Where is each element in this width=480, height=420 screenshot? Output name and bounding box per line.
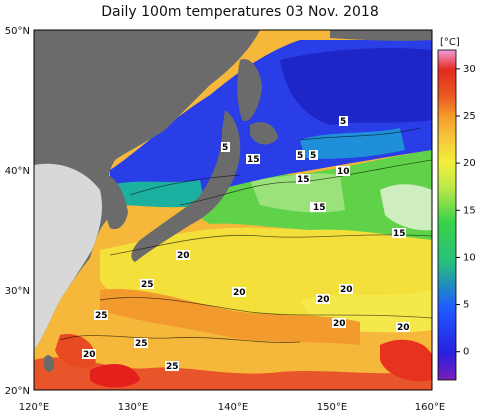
land-asia [34,30,260,350]
isotherm-label: 15 [313,203,326,213]
colorbar-tick-label: 30 [463,64,476,75]
y-axis: 20°N 30°N 40°N 50°N [5,26,30,397]
land-japan [131,110,241,262]
isotherm-label: 15 [247,155,260,165]
y-tick-label: 50°N [5,26,30,37]
isotherm-label: 20 [340,285,353,295]
isotherm-label-bg [339,116,348,126]
isotherm-label-bg [134,338,148,348]
colorbar-tick-label: 10 [463,252,476,263]
isotherm-label: 25 [141,280,154,290]
isotherm-label-bg [396,322,410,332]
isotherm-label-bg [312,202,326,212]
isotherm-label-bg [339,284,353,294]
colorbar-unit: [°C] [440,37,460,48]
isotherm-label-bg [296,150,305,160]
isotherm-label: 15 [297,175,310,185]
isotherm-label: 5 [222,143,228,153]
y-tick-label: 40°N [5,166,30,177]
isotherm-label: 20 [177,251,190,261]
x-tick-label: 120°E [19,402,49,413]
isotherm-label: 20 [233,288,246,298]
x-tick-label: 150°E [317,402,347,413]
land-china [34,163,103,350]
isotherm-label: 15 [393,229,406,239]
isotherm-label-bg [336,166,350,176]
colorbar-tick-label: 15 [463,205,476,216]
isotherm-label: 20 [83,350,96,360]
isotherm-label-bg [165,361,179,371]
isotherm-label-bg [246,154,260,164]
map-plot-area [34,30,432,390]
colorbar-tick-label: 20 [463,158,476,169]
colorbar: [°C] 0 5 10 15 20 25 30 [437,37,476,381]
land-taiwan [44,355,54,372]
x-tick-label: 140°E [218,402,248,413]
colorbar-tick-label: 5 [463,300,469,311]
land-kamchatka [330,30,432,41]
isotherm-label-bg [232,287,246,297]
isotherm-label-bg [332,318,346,328]
y-tick-label: 30°N [5,286,30,297]
x-axis: 120°E 130°E 140°E 150°E 160°E [19,402,445,413]
isotherm-label: 5 [310,151,316,161]
map-frame [33,29,433,391]
y-tick-label: 20°N [5,386,30,397]
isotherm-label-bg [94,310,108,320]
isotherm-label-bg [316,294,330,304]
x-tick-label: 160°E [415,402,445,413]
isotherm-label: 25 [166,362,179,372]
isotherm-label: 20 [333,319,346,329]
isotherm-label: 25 [95,311,108,321]
isotherm-label-bg [82,349,96,359]
isotherm-label-bg [392,228,406,238]
isotherm-labels: 55551015151515152020202020202025252525 [82,116,410,372]
isotherm-label: 20 [397,323,410,333]
isotherm-label: 5 [340,117,346,127]
x-tick-label: 130°E [118,402,148,413]
isotherm-label: 20 [317,295,330,305]
colorbar-ticks: 0 5 10 15 20 25 30 [456,64,476,358]
isotherm-label-bg [176,250,190,260]
map-title: Daily 100m temperatures 03 Nov. 2018 [101,4,379,20]
colorbar-gradient [437,49,457,381]
isotherm-label: 5 [297,151,303,161]
isotherm-label-bg [140,279,154,289]
land-sakhalin [237,59,262,121]
land-hokkaido [250,122,278,145]
colorbar-tick-label: 25 [463,111,476,122]
land-korea [105,175,128,230]
isotherm-label: 25 [135,339,148,349]
isotherm-label-bg [221,142,230,152]
isotherm-label-bg [309,150,318,160]
colorbar-tick-label: 0 [463,347,469,358]
isotherm-label: 10 [337,167,350,177]
isotherm-label-bg [296,174,310,184]
